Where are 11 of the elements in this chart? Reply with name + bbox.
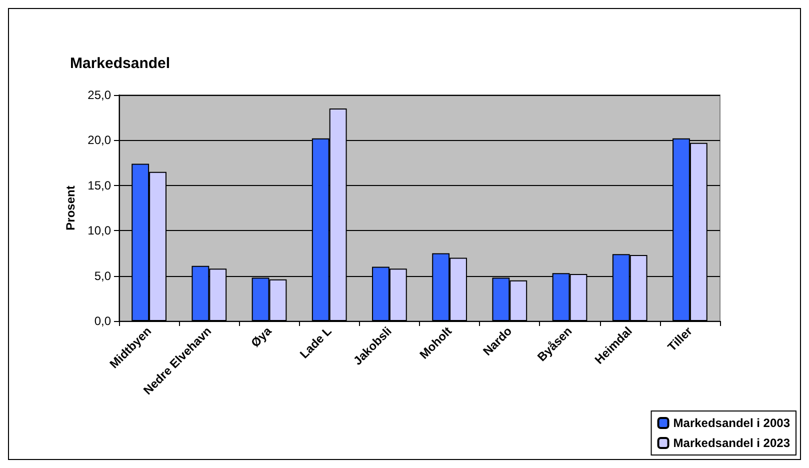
y-tick-label: 15,0	[88, 178, 112, 192]
y-axis-title: Prosent	[64, 186, 78, 230]
y-tick-label: 10,0	[88, 224, 112, 238]
chart-title: Markedsandel	[70, 55, 170, 72]
legend-label: Markedsandel i 2023	[673, 436, 790, 450]
y-tick-label: 20,0	[88, 133, 112, 148]
x-tick-label: Øya	[248, 324, 274, 350]
y-tick-label: 25,0	[88, 88, 112, 102]
y-tick-label: 0,0	[94, 314, 112, 328]
legend-label: Markedsandel i 2003	[673, 416, 790, 430]
y-tick-label: 5,0	[94, 268, 112, 283]
